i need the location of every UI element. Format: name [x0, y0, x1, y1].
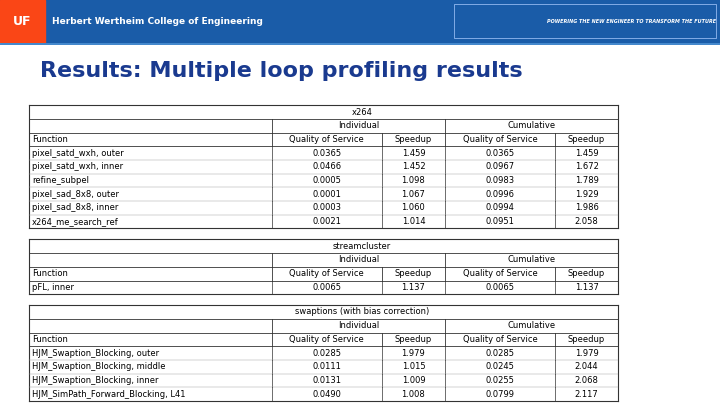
Text: Individual: Individual: [338, 122, 379, 130]
Text: 1.067: 1.067: [402, 190, 426, 199]
Text: 0.0111: 0.0111: [312, 362, 341, 371]
Text: Speedup: Speedup: [568, 269, 606, 278]
Text: 1.459: 1.459: [402, 149, 426, 158]
Text: 1.060: 1.060: [402, 203, 426, 213]
Text: 0.0003: 0.0003: [312, 203, 341, 213]
Text: 0.0001: 0.0001: [312, 190, 341, 199]
Text: Individual: Individual: [338, 321, 379, 330]
Text: HJM_Swaption_Blocking, middle: HJM_Swaption_Blocking, middle: [32, 362, 166, 371]
Text: 0.0245: 0.0245: [485, 362, 514, 371]
Text: 1.014: 1.014: [402, 217, 426, 226]
Text: 0.0131: 0.0131: [312, 376, 341, 385]
Text: pixel_sad_8x8, outer: pixel_sad_8x8, outer: [32, 190, 119, 199]
Text: 0.0983: 0.0983: [485, 176, 515, 185]
Text: 0.0285: 0.0285: [485, 349, 515, 358]
Text: 1.137: 1.137: [402, 283, 426, 292]
Text: Function: Function: [32, 335, 68, 344]
Text: Function: Function: [32, 269, 68, 278]
Text: Cumulative: Cumulative: [508, 122, 556, 130]
Text: Function: Function: [32, 135, 68, 144]
Text: Herbert Wertheim College of Engineering: Herbert Wertheim College of Engineering: [52, 17, 263, 26]
Text: swaptions (with bias correction): swaptions (with bias correction): [294, 307, 429, 316]
Text: 1.672: 1.672: [575, 162, 598, 171]
Text: 1.986: 1.986: [575, 203, 598, 213]
Text: Quality of Service: Quality of Service: [463, 335, 537, 344]
Text: Speedup: Speedup: [568, 135, 606, 144]
Text: 1.459: 1.459: [575, 149, 598, 158]
Text: Quality of Service: Quality of Service: [463, 135, 537, 144]
Text: 1.008: 1.008: [402, 390, 426, 399]
Text: 2.068: 2.068: [575, 376, 598, 385]
Text: 0.0005: 0.0005: [312, 176, 341, 185]
Text: 0.0365: 0.0365: [312, 149, 341, 158]
Text: Quality of Service: Quality of Service: [463, 269, 537, 278]
Text: Speedup: Speedup: [395, 335, 432, 344]
Text: Speedup: Speedup: [395, 135, 432, 144]
Text: streamcluster: streamcluster: [333, 242, 391, 251]
Text: Speedup: Speedup: [568, 335, 606, 344]
Text: 0.0285: 0.0285: [312, 349, 341, 358]
Text: 0.0065: 0.0065: [485, 283, 515, 292]
Text: Quality of Service: Quality of Service: [289, 335, 364, 344]
Text: 1.452: 1.452: [402, 162, 426, 171]
Text: 0.0951: 0.0951: [485, 217, 514, 226]
Text: Speedup: Speedup: [395, 269, 432, 278]
Text: 0.0065: 0.0065: [312, 283, 341, 292]
Text: 1.009: 1.009: [402, 376, 426, 385]
Text: Individual: Individual: [338, 256, 379, 264]
Text: POWERING THE NEW ENGINEER TO TRANSFORM THE FUTURE: POWERING THE NEW ENGINEER TO TRANSFORM T…: [547, 19, 716, 24]
Text: 0.0255: 0.0255: [485, 376, 514, 385]
Text: 0.0021: 0.0021: [312, 217, 341, 226]
Text: x264_me_search_ref: x264_me_search_ref: [32, 217, 119, 226]
Bar: [0, 0, 45, 43]
Text: 0.0490: 0.0490: [312, 390, 341, 399]
Text: UF: UF: [13, 15, 32, 28]
Text: 1.789: 1.789: [575, 176, 598, 185]
Text: pixel_satd_wxh, inner: pixel_satd_wxh, inner: [32, 162, 123, 171]
Text: 1.979: 1.979: [575, 349, 598, 358]
Text: HJM_SimPath_Forward_Blocking, L41: HJM_SimPath_Forward_Blocking, L41: [32, 390, 186, 399]
Text: pixel_satd_wxh, outer: pixel_satd_wxh, outer: [32, 149, 124, 158]
Text: x264: x264: [351, 108, 372, 117]
Text: pixel_sad_8x8, inner: pixel_sad_8x8, inner: [32, 203, 119, 213]
Text: refine_subpel: refine_subpel: [32, 176, 89, 185]
Text: 2.058: 2.058: [575, 217, 598, 226]
Text: pFL, inner: pFL, inner: [32, 283, 74, 292]
Bar: [454, 4, 716, 38]
Text: Results: Multiple loop profiling results: Results: Multiple loop profiling results: [40, 61, 522, 81]
Text: 0.0466: 0.0466: [312, 162, 341, 171]
Text: HJM_Swaption_Blocking, outer: HJM_Swaption_Blocking, outer: [32, 349, 159, 358]
Text: 0.0799: 0.0799: [485, 390, 515, 399]
Text: 0.0994: 0.0994: [485, 203, 514, 213]
Text: 2.044: 2.044: [575, 362, 598, 371]
Text: 1.979: 1.979: [402, 349, 426, 358]
Text: 1.137: 1.137: [575, 283, 598, 292]
Text: 0.0365: 0.0365: [485, 149, 515, 158]
Text: Quality of Service: Quality of Service: [289, 135, 364, 144]
Text: 1.929: 1.929: [575, 190, 598, 199]
Text: 1.015: 1.015: [402, 362, 426, 371]
Text: Cumulative: Cumulative: [508, 321, 556, 330]
Text: 2.117: 2.117: [575, 390, 598, 399]
Text: Cumulative: Cumulative: [508, 256, 556, 264]
Text: 0.0967: 0.0967: [485, 162, 515, 171]
Text: HJM_Swaption_Blocking, inner: HJM_Swaption_Blocking, inner: [32, 376, 158, 385]
Text: Quality of Service: Quality of Service: [289, 269, 364, 278]
Text: 0.0996: 0.0996: [485, 190, 515, 199]
Text: 1.098: 1.098: [402, 176, 426, 185]
